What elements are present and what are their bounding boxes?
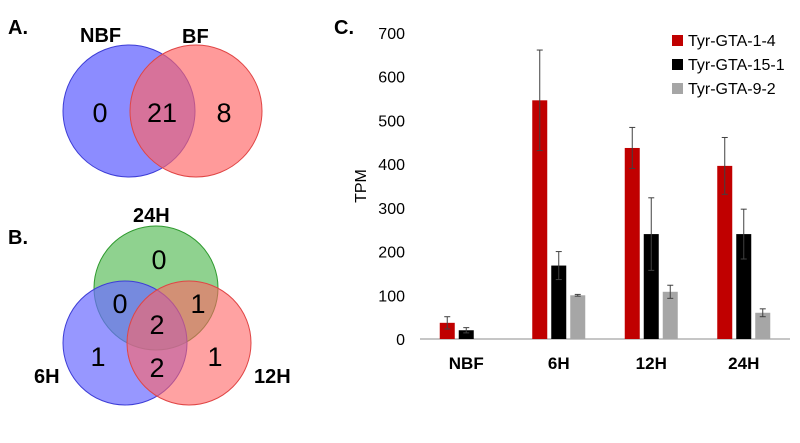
- bar-tyr-gta-1-4-6h: [532, 100, 548, 339]
- venn-b-count-6h-only: 1: [90, 342, 105, 372]
- venn-a-count-both: 21: [147, 98, 177, 128]
- bar-tyr-gta-9-2-24h: [755, 312, 771, 339]
- y-tick-label: 400: [378, 157, 405, 174]
- legend-swatch-tyr-gta-9-2: [672, 83, 683, 94]
- venn-b-circle-12h: [126, 280, 252, 406]
- panel-b-label: B.: [8, 227, 28, 249]
- venn-b-count-6h-12h: 2: [149, 353, 164, 383]
- venn-a-count-bf-only: 8: [216, 98, 231, 128]
- venn-b-count-12h-24h: 1: [190, 289, 205, 319]
- panel-b: B. 24H 6H 12H 0 0 1 2 1 2 1: [8, 205, 291, 406]
- venn-a-set-label-bf: BF: [182, 26, 209, 48]
- venn-b-count-24h-only: 0: [151, 245, 166, 275]
- legend-swatch-tyr-gta-1-4: [672, 35, 683, 46]
- y-tick-label: 600: [378, 70, 405, 87]
- venn-b-count-all: 2: [149, 310, 164, 340]
- bar-tyr-gta-15-1-nbf: [458, 330, 474, 339]
- bar-tyr-gta-15-1-6h: [551, 265, 567, 339]
- y-axis-title: TPM: [353, 169, 370, 203]
- y-tick-label: 500: [378, 113, 405, 130]
- bar-chart: 0 100 200 300 400 500 600 700 NBF 6H 12H 24H Tyr-GTA…: [378, 26, 790, 373]
- legend-label-tyr-gta-15-1: Tyr-GTA-15-1: [688, 57, 785, 74]
- y-tick-label: 0: [396, 332, 405, 349]
- x-tick-label: NBF: [449, 354, 484, 373]
- venn-b-count-12h-only: 1: [207, 342, 222, 372]
- y-tick-label: 300: [378, 201, 405, 218]
- venn-a-circle-bf: [129, 44, 263, 178]
- venn-b-count-6h-24h: 0: [112, 289, 127, 319]
- x-tick-label: 12H: [636, 354, 667, 373]
- legend-swatch-tyr-gta-15-1: [672, 59, 683, 70]
- bar-tyr-gta-1-4-24h: [717, 165, 733, 339]
- panel-c: C. TPM 0 100 200 300 400 500 600 700 NBF 6H 12H 24H…: [334, 17, 790, 373]
- bar-tyr-gta-1-4-12h: [624, 147, 640, 339]
- panel-c-label: C.: [334, 17, 354, 39]
- venn-b-set-label-12h: 12H: [254, 366, 291, 388]
- bar-tyr-gta-15-1-12h: [643, 234, 659, 339]
- legend-label-tyr-gta-1-4: Tyr-GTA-1-4: [688, 33, 776, 50]
- bar-tyr-gta-1-4-nbf: [439, 322, 455, 339]
- bar-tyr-gta-15-1-24h: [736, 234, 752, 339]
- x-tick-label: 24H: [728, 354, 759, 373]
- venn-a-count-nbf-only: 0: [92, 98, 107, 128]
- y-tick-label: 100: [378, 288, 405, 305]
- venn-a-set-label-nbf: NBF: [80, 25, 121, 47]
- venn-b-set-label-24h: 24H: [133, 205, 170, 227]
- y-tick-label: 200: [378, 245, 405, 262]
- venn-b-set-label-6h: 6H: [34, 366, 60, 388]
- bar-tyr-gta-9-2-6h: [570, 295, 586, 339]
- legend-label-tyr-gta-9-2: Tyr-GTA-9-2: [688, 81, 776, 98]
- bar-tyr-gta-9-2-12h: [662, 291, 678, 339]
- y-tick-label: 700: [378, 26, 405, 43]
- panel-a-label: A.: [8, 17, 28, 39]
- panel-a: A. NBF BF 0 21 8: [8, 17, 263, 178]
- x-tick-label: 6H: [548, 354, 570, 373]
